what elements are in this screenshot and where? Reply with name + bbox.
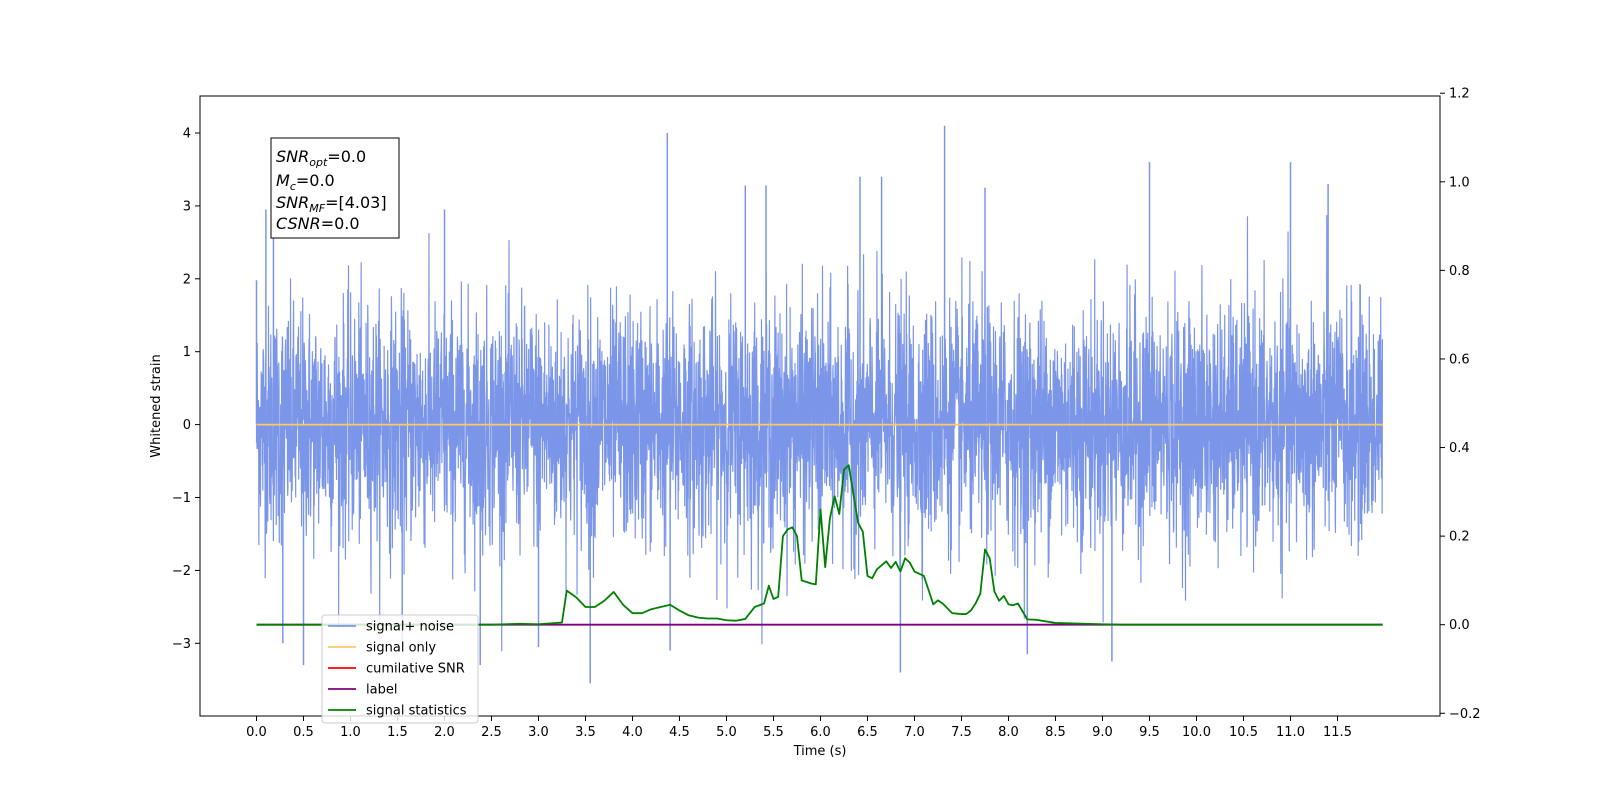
stat-csnr: CSNR=0.0 [276, 214, 360, 233]
x-tick-label: 3.5 [575, 725, 596, 740]
x-tick-label: 6.0 [810, 725, 831, 740]
x-tick-label: 10.0 [1182, 725, 1211, 740]
x-tick-label: 9.5 [1139, 725, 1160, 740]
x-axis-label: Time (s) [793, 744, 847, 759]
x-tick-label: 4.0 [622, 725, 643, 740]
legend-label: cumilative SNR [366, 662, 465, 677]
plot-area [255, 125, 1384, 684]
stat-snr-mf: SNRMF=[4.03] [276, 193, 387, 215]
legend-frame [321, 614, 479, 724]
series-signal-noise-line [255, 215, 1384, 652]
y-left-tick-label: −2 [172, 564, 191, 579]
y-axis-right: 1.2 1.0 0.8 0.6 0.4 0.2 0.0 −0.2 [1440, 87, 1481, 722]
legend-label: signal only [366, 641, 436, 656]
series-signal-statisticsline [256, 464, 1383, 626]
y-right-tick-label: 0.0 [1449, 618, 1470, 633]
x-tick-label: 0.0 [246, 725, 267, 740]
x-tick-label: 5.0 [716, 725, 737, 740]
x-axis: 0.0 0.5 1.0 1.5 2.0 2.5 3.0 3.5 4.0 4.5 5.0 5.5 6.0 6… [246, 716, 1352, 740]
legend-label: signal+ noise [366, 620, 454, 635]
stat-mc: Mc=0.0 [276, 171, 335, 193]
legend-label: signal statistics [366, 704, 467, 719]
x-tick-label: 2.5 [481, 725, 502, 740]
x-tick-label: 7.0 [904, 725, 925, 740]
y-left-tick-label: −1 [172, 491, 191, 506]
y-right-tick-label: 0.4 [1449, 441, 1470, 456]
x-tick-label: 10.5 [1229, 725, 1258, 740]
stat-snr-opt: SNRopt=0.0 [276, 147, 366, 169]
x-tick-label: 1.0 [340, 725, 361, 740]
x-tick-label: 6.5 [857, 725, 878, 740]
y-left-tick-label: −3 [172, 637, 191, 652]
y-right-tick-label: 1.2 [1449, 87, 1470, 102]
y-axis-label: Whitened strain [149, 354, 164, 457]
stats-annotation-box: SNRopt=0.0 Mc=0.0 SNRMF=[4.03] CSNR=0.0 [270, 137, 400, 239]
y-right-tick-label: 0.2 [1449, 530, 1470, 545]
legend-label: label [366, 683, 397, 698]
y-right-tick-label: 0.8 [1449, 264, 1470, 279]
x-tick-label: 9.0 [1092, 725, 1113, 740]
x-tick-label: 11.5 [1323, 725, 1352, 740]
y-right-tick-label: 0.6 [1449, 352, 1470, 367]
x-tick-label: 2.0 [434, 725, 455, 740]
y-left-tick-label: 0 [183, 418, 191, 433]
y-left-tick-label: 2 [183, 272, 191, 287]
y-left-tick-label: 4 [183, 127, 191, 142]
x-tick-label: 5.5 [763, 725, 784, 740]
y-right-tick-label: −0.2 [1449, 707, 1481, 722]
x-tick-label: 4.5 [669, 725, 690, 740]
y-left-tick-label: 3 [183, 199, 191, 214]
y-axis-left: 4 3 2 1 0 −1 −2 −3 [172, 127, 200, 652]
x-tick-label: 8.5 [1045, 725, 1066, 740]
y-right-tick-label: 1.0 [1449, 175, 1470, 190]
x-tick-label: 0.5 [293, 725, 314, 740]
x-tick-label: 8.0 [998, 725, 1019, 740]
x-tick-label: 3.0 [528, 725, 549, 740]
x-tick-label: 1.5 [387, 725, 408, 740]
x-tick-label: 11.0 [1276, 725, 1305, 740]
y-left-tick-label: 1 [183, 345, 191, 360]
legend: signal+ noise signal only cumilative SNR la… [321, 614, 479, 724]
x-tick-label: 7.5 [951, 725, 972, 740]
stats-box-frame [270, 137, 400, 239]
